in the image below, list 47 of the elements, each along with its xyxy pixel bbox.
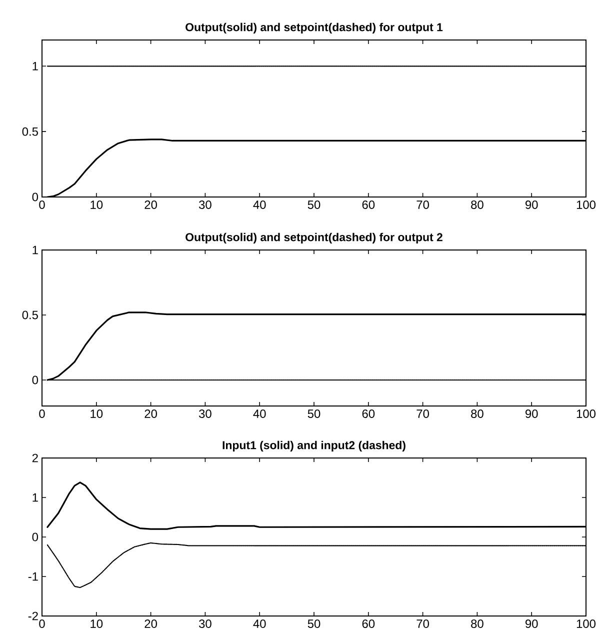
y-tick-label: 0.5 <box>22 310 38 320</box>
x-tick-label: 10 <box>90 410 103 418</box>
x-tick-label: 80 <box>471 620 484 628</box>
x-tick-label: 10 <box>90 200 103 209</box>
x-tick-label: 90 <box>526 620 538 628</box>
chart-title: Output(solid) and setpoint(dashed) for output 1 <box>186 22 443 34</box>
x-tick-label: 40 <box>253 200 266 209</box>
y-tick-label: 0 <box>32 376 38 384</box>
chart-title: Output(solid) and setpoint(dashed) for output 2 <box>186 232 442 244</box>
x-tick-label: 30 <box>199 410 212 418</box>
x-tick-label: 40 <box>253 410 266 418</box>
x-tick-label: 40 <box>253 620 266 628</box>
x-tick-label: 0 <box>39 410 45 418</box>
x-tick-label: 90 <box>526 410 538 418</box>
x-tick-label: 80 <box>471 200 484 209</box>
y-tick-label: 1 <box>32 493 38 502</box>
x-tick-label: 50 <box>308 620 320 628</box>
x-tick-label: 90 <box>526 200 538 209</box>
x-tick-label: 100 <box>576 200 596 209</box>
x-tick-label: 60 <box>362 410 375 418</box>
x-tick-label: 70 <box>416 410 429 418</box>
y-tick-label: 2 <box>32 454 38 462</box>
x-tick-label: 50 <box>308 410 320 418</box>
y-tick-label: -1 <box>28 572 38 581</box>
y-tick-label: 0.5 <box>22 127 38 136</box>
x-tick-label: 50 <box>308 200 320 209</box>
x-tick-label: 0 <box>39 620 45 628</box>
x-tick-label: 70 <box>416 200 429 209</box>
y-tick-label: -2 <box>28 612 38 620</box>
y-tick-label: 0 <box>32 192 38 202</box>
x-tick-label: 70 <box>416 620 429 628</box>
x-tick-label: 60 <box>362 200 375 209</box>
x-tick-label: 20 <box>144 410 157 418</box>
x-tick-label: 30 <box>199 200 212 209</box>
x-tick-label: 20 <box>144 200 157 209</box>
x-tick-label: 80 <box>471 410 484 418</box>
x-tick-label: 100 <box>576 620 596 628</box>
chart-title: Input1 (solid) and input2 (dashed) <box>222 440 406 452</box>
x-tick-label: 20 <box>144 620 157 628</box>
x-tick-label: 60 <box>362 620 375 628</box>
x-tick-label: 10 <box>90 620 103 628</box>
x-tick-label: 0 <box>39 200 45 209</box>
y-tick-label: 1 <box>32 62 38 70</box>
x-tick-label: 30 <box>199 620 212 628</box>
y-tick-label: 0 <box>32 532 38 542</box>
x-tick-label: 100 <box>576 410 596 418</box>
y-tick-label: 1 <box>32 246 38 254</box>
